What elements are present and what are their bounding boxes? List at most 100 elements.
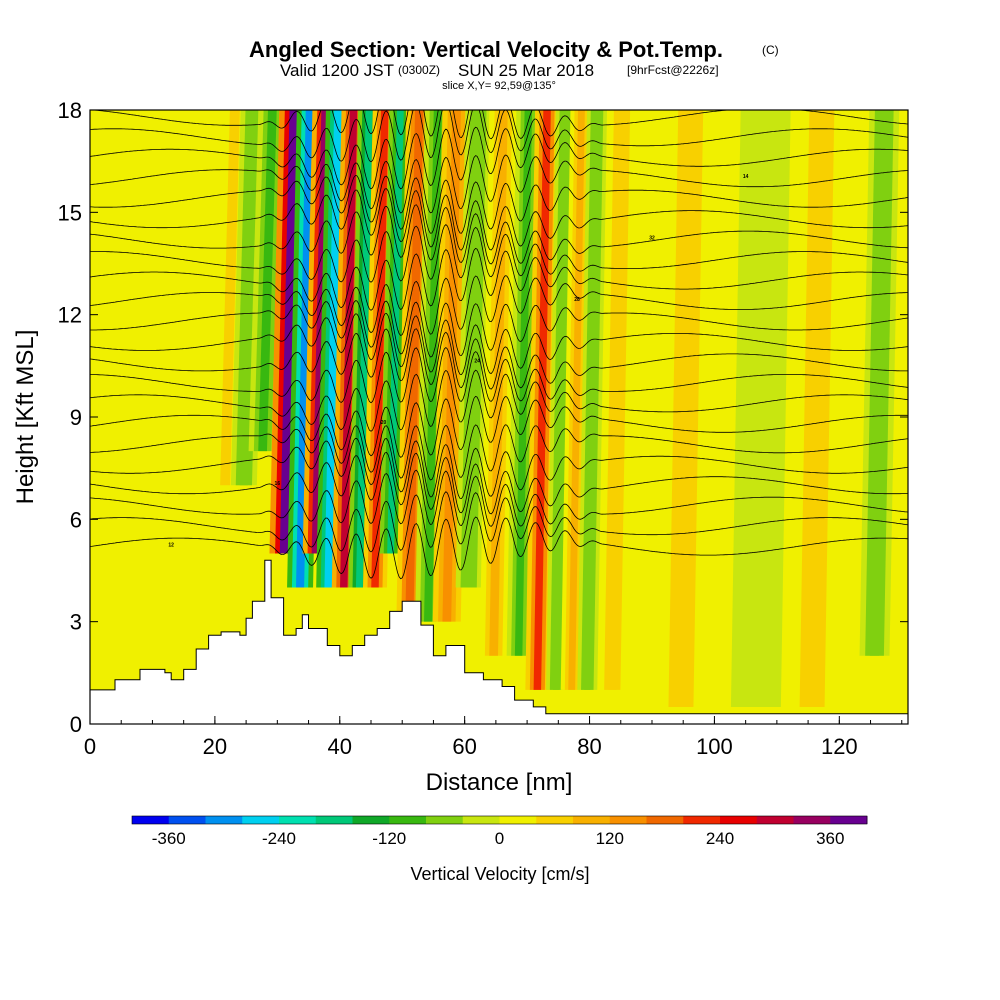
isentrope-line-20: [90, 110, 908, 163]
colorbar-swatch: [462, 816, 500, 824]
contour-label: 32: [649, 236, 655, 242]
isentrope-line-11: [90, 300, 908, 358]
colorbar-tick-label: -360: [152, 829, 186, 848]
velocity-band-6-layer-2: [324, 110, 342, 588]
velocity-band-22-layer-2: [674, 110, 697, 707]
x-tick-label: 60: [452, 734, 476, 759]
x-axis-label: Distance [nm]: [426, 769, 573, 796]
isentrope-line-5: [90, 424, 908, 481]
y-tick-label: 9: [70, 405, 82, 430]
velocity-band-21-layer-2: [608, 110, 627, 690]
velocity-band-23-layer-2: [748, 110, 774, 707]
colorbar-swatch: [352, 816, 390, 824]
x-tick-label: 0: [84, 734, 96, 759]
velocity-band-24-layer-2: [805, 110, 829, 707]
colorbar-swatch: [242, 816, 280, 824]
colorbar-swatch: [609, 816, 647, 824]
isentrope-line-1: [90, 491, 908, 553]
contour-label: 24: [474, 358, 480, 364]
colorbar-tick-label: -240: [262, 829, 296, 848]
isentrope-line-21: [90, 110, 908, 140]
colorbar-title: Vertical Velocity [cm/s]: [410, 864, 589, 884]
colorbar-swatch: [720, 816, 758, 824]
isentrope-line-9: [90, 328, 908, 390]
isentrope-line-12: [90, 275, 908, 337]
colorbar-swatch: [389, 816, 427, 824]
isentrope-line-17: [90, 175, 908, 234]
isentrope-line-19: [90, 126, 908, 190]
velocity-band-10-layer-2: [387, 110, 404, 554]
colorbar-swatch: [756, 816, 794, 824]
isentrope-line-13: [90, 247, 908, 311]
colorbar: -360 -240 -120 0 120 240 360: [131, 815, 868, 848]
contour-label: 14: [743, 174, 749, 180]
colorbar-swatch: [499, 816, 537, 824]
axes: 0 20 40 60 80 100 120 0 3 6 9 12 15 18: [58, 98, 908, 759]
colorbar-swatch: [536, 816, 574, 824]
colorbar-tick-label: 360: [816, 829, 844, 848]
colorbar-swatch: [793, 816, 831, 824]
velocity-band-4-layer-2: [295, 110, 314, 588]
isentrope-line-15: [90, 204, 908, 265]
contour-label: 28: [574, 297, 580, 303]
isentrope-line-8: [90, 346, 908, 404]
y-tick-label: 12: [58, 303, 82, 328]
x-tick-label: 40: [328, 734, 352, 759]
chart-title-unit: (C): [762, 43, 779, 57]
velocity-band-8-layer-2: [355, 110, 373, 588]
isentrope-line-16: [90, 188, 908, 251]
velocity-band-0-layer-2: [220, 110, 240, 486]
colorbar-swatch: [683, 816, 721, 824]
colorbar-tick-label: 0: [495, 829, 504, 848]
valid-date: SUN 25 Mar 2018: [458, 61, 594, 80]
velocity-band-11-layer-2: [405, 110, 424, 622]
y-tick-label: 6: [70, 507, 82, 532]
contour-label: 16: [275, 481, 281, 487]
y-tick-label: 0: [70, 712, 82, 737]
slice-info: slice X,Y= 92,59@135°: [442, 80, 556, 92]
x-tick-label: 120: [821, 734, 858, 759]
velocity-band-19-layer-2: [568, 110, 585, 690]
colorbar-swatch: [279, 816, 317, 824]
velocity-band-3-layer-2: [279, 110, 299, 554]
colorbar-swatch: [830, 816, 868, 824]
y-tick-label: 15: [58, 200, 82, 225]
colorbar-swatch: [573, 816, 611, 824]
isentrope-line-2: [90, 469, 908, 527]
velocity-band-20-layer-2: [584, 110, 601, 690]
velocity-band-15-layer-2: [489, 110, 508, 656]
isentrope-line-4: [90, 437, 908, 500]
colorbar-tick-label: 240: [706, 829, 734, 848]
velocity-band-7-layer-2: [340, 110, 358, 588]
colorbar-outline: [131, 815, 868, 825]
isentrope-line-10: [90, 313, 908, 376]
colorbar-swatch: [426, 816, 464, 824]
isentrope-line-18: [90, 154, 908, 214]
colorbar-tick-label: 120: [596, 829, 624, 848]
colorbar-swatch: [315, 816, 353, 824]
terrain: [90, 559, 908, 724]
contour-label: 20: [381, 420, 387, 426]
plot-area: 12 16 20 24 28 32 14: [90, 110, 908, 724]
isentrope-line-6: [90, 395, 908, 458]
isentrope-line-7: [90, 369, 908, 432]
x-tick-label: 100: [696, 734, 733, 759]
x-tick-label: 80: [577, 734, 601, 759]
isentrope-line-0: [90, 516, 908, 580]
isentrope-line-3: [90, 452, 908, 515]
y-tick-label: 18: [58, 98, 82, 123]
contour-label: 12: [168, 543, 174, 549]
y-tick-label: 3: [70, 610, 82, 635]
colorbar-tick-label: -120: [372, 829, 406, 848]
colorbar-swatch: [205, 816, 243, 824]
colorbar-swatch: [132, 816, 170, 824]
colorbar-swatch: [646, 816, 684, 824]
chart-title: Angled Section: Vertical Velocity & Pot.…: [249, 37, 723, 62]
potential-temperature-contours: 12 16 20 24 28 32 14: [90, 110, 908, 580]
colorbar-swatch: [168, 816, 206, 824]
valid-prefix: Valid 1200 JST: [280, 61, 394, 80]
forecast-tag: [9hrFcst@2226z]: [627, 63, 719, 77]
valid-zulu: (0300Z): [398, 63, 440, 77]
x-tick-label: 20: [203, 734, 227, 759]
